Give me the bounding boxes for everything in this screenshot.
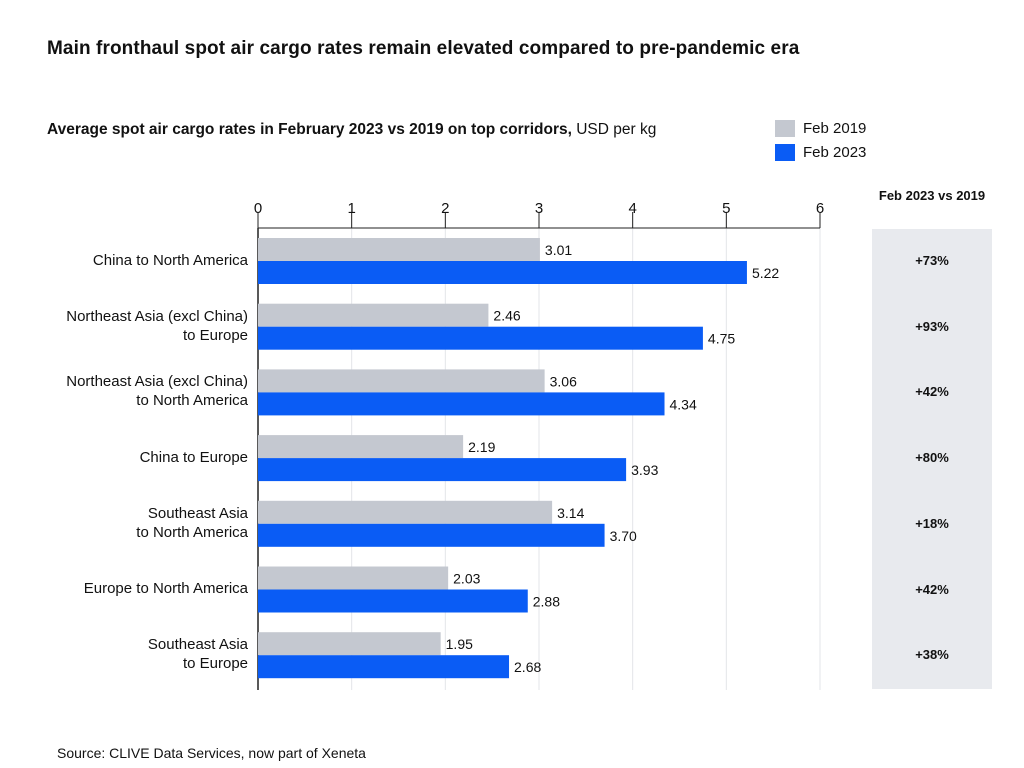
bar-feb-2023 bbox=[258, 326, 703, 350]
category-label: China to Europe bbox=[139, 448, 248, 466]
data-label: 3.70 bbox=[610, 528, 637, 544]
data-label: 3.14 bbox=[557, 505, 584, 521]
bar-feb-2023 bbox=[258, 458, 627, 482]
subtitle-main: Average spot air cargo rates in February… bbox=[47, 121, 572, 138]
change-value: +42% bbox=[915, 384, 949, 400]
data-label: 2.46 bbox=[493, 308, 520, 324]
data-label: 5.22 bbox=[752, 265, 779, 281]
x-tick-label: 0 bbox=[254, 200, 262, 217]
bar-feb-2023 bbox=[258, 655, 510, 679]
x-tick-label: 3 bbox=[535, 200, 543, 217]
change-value: +42% bbox=[915, 581, 949, 597]
chart-subtitle: Average spot air cargo rates in February… bbox=[47, 121, 656, 139]
chart-title: Main fronthaul spot air cargo rates rema… bbox=[47, 38, 800, 59]
data-label: 3.06 bbox=[550, 373, 577, 389]
data-label: 2.68 bbox=[514, 659, 541, 675]
bar-feb-2019 bbox=[258, 369, 545, 393]
category-label: China to North America bbox=[92, 251, 248, 269]
change-value: +38% bbox=[915, 647, 949, 663]
x-tick-label: 2 bbox=[441, 200, 449, 217]
bar-feb-2023 bbox=[258, 523, 605, 547]
bar-feb-2023 bbox=[258, 589, 528, 613]
data-label: 1.95 bbox=[446, 636, 473, 652]
bar-feb-2023 bbox=[258, 392, 665, 416]
data-label: 3.01 bbox=[545, 242, 572, 258]
legend: Feb 2019 Feb 2023 bbox=[775, 116, 866, 164]
change-panel: +73% +93% +42% +80% +18% +42% +38% bbox=[872, 229, 992, 689]
legend-swatch-feb-2023 bbox=[775, 143, 795, 161]
change-column-header: Feb 2023 vs 2019 bbox=[878, 188, 986, 203]
category-label: Southeast Asia to Europe bbox=[147, 636, 248, 673]
data-label: 4.34 bbox=[670, 396, 697, 412]
source-note: Source: CLIVE Data Services, now part of… bbox=[57, 745, 366, 761]
data-label: 2.19 bbox=[468, 439, 495, 455]
bar-feb-2019 bbox=[258, 238, 540, 261]
data-label: 3.93 bbox=[631, 462, 658, 478]
change-value: +80% bbox=[915, 450, 949, 466]
legend-item-feb-2023: Feb 2023 bbox=[775, 140, 866, 164]
legend-item-feb-2019: Feb 2019 bbox=[775, 116, 866, 140]
bar-feb-2019 bbox=[258, 632, 441, 656]
bar-feb-2019 bbox=[258, 500, 553, 524]
data-label: 2.03 bbox=[453, 571, 480, 587]
x-tick-label: 6 bbox=[816, 200, 824, 217]
data-label: 2.88 bbox=[533, 594, 560, 610]
change-value: +93% bbox=[915, 318, 949, 334]
data-label: 4.75 bbox=[708, 331, 735, 347]
legend-label-feb-2023: Feb 2023 bbox=[803, 143, 867, 161]
bar-feb-2023 bbox=[258, 261, 747, 284]
legend-swatch-feb-2019 bbox=[775, 119, 795, 137]
category-label: Southeast Asia to North America bbox=[136, 504, 248, 541]
category-label: Northeast Asia (excl China) to Europe bbox=[66, 307, 248, 344]
x-tick-label: 5 bbox=[722, 200, 730, 217]
x-tick-label: 4 bbox=[628, 200, 636, 217]
bar-feb-2019 bbox=[258, 566, 449, 590]
bar-feb-2019 bbox=[258, 303, 489, 327]
legend-label-feb-2019: Feb 2019 bbox=[803, 119, 867, 137]
change-value: +18% bbox=[915, 515, 949, 531]
x-tick-label: 1 bbox=[347, 200, 355, 217]
category-label: Europe to North America bbox=[83, 580, 248, 597]
subtitle-unit: USD per kg bbox=[571, 121, 657, 138]
bar-feb-2019 bbox=[258, 435, 464, 459]
change-value: +73% bbox=[915, 253, 949, 268]
category-label: Northeast Asia (excl China) to North Ame… bbox=[66, 373, 248, 410]
